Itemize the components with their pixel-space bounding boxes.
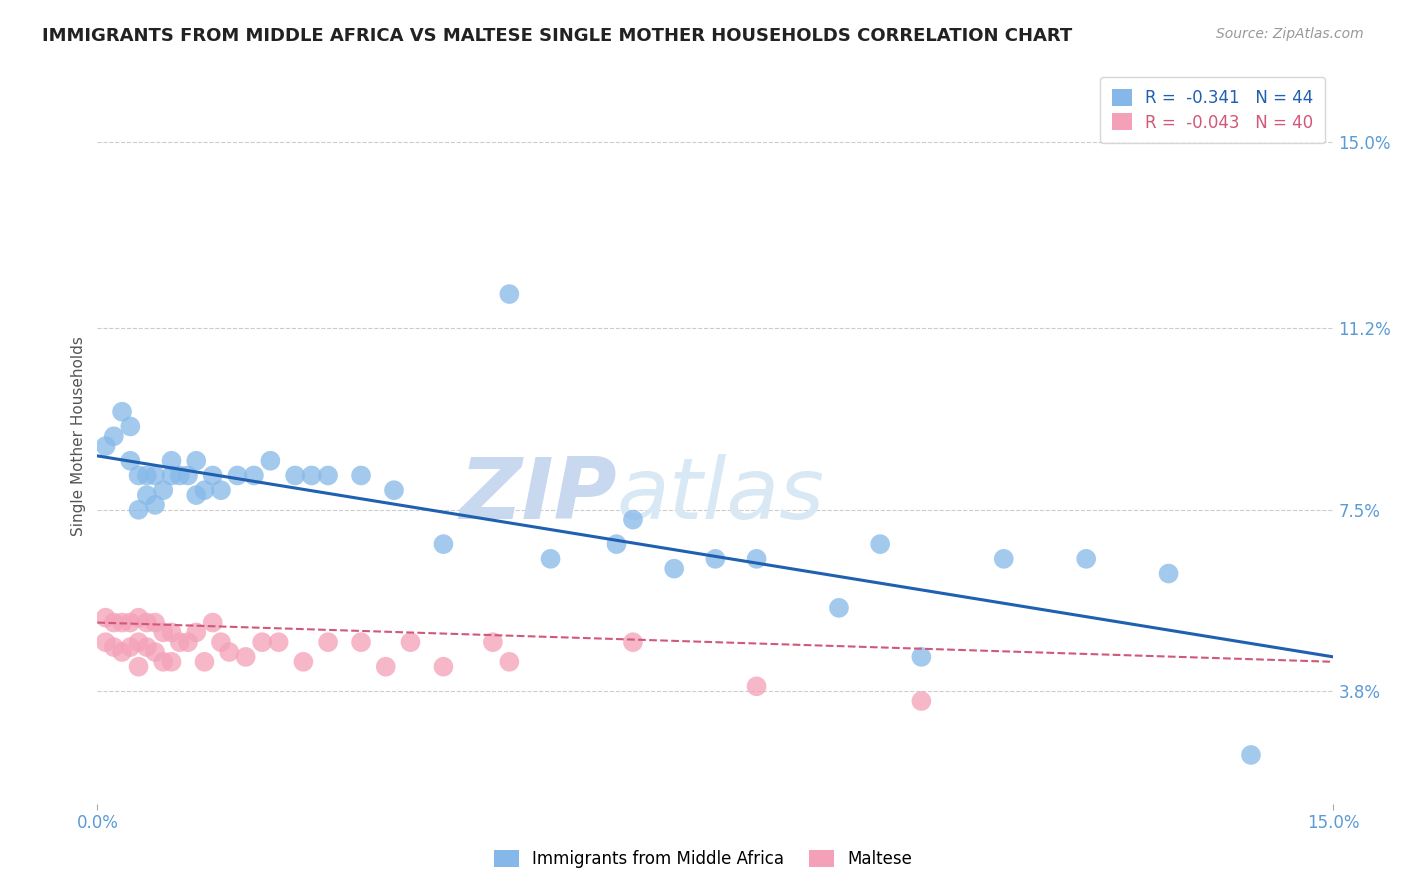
Point xyxy=(910,649,932,664)
Point xyxy=(128,503,150,517)
Point xyxy=(128,659,150,673)
Point xyxy=(94,610,117,624)
Point xyxy=(374,659,396,673)
Y-axis label: Single Mother Households: Single Mother Households xyxy=(72,336,86,536)
Text: IMMIGRANTS FROM MIDDLE AFRICA VS MALTESE SINGLE MOTHER HOUSEHOLDS CORRELATION CH: IMMIGRANTS FROM MIDDLE AFRICA VS MALTESE… xyxy=(42,27,1073,45)
Point xyxy=(399,635,422,649)
Point xyxy=(186,625,208,640)
Point xyxy=(540,551,562,566)
Point xyxy=(135,468,157,483)
Point xyxy=(193,655,215,669)
Point xyxy=(218,645,240,659)
Point xyxy=(226,468,249,483)
Point xyxy=(152,655,174,669)
Point xyxy=(160,625,183,640)
Point xyxy=(292,655,315,669)
Point xyxy=(120,454,142,468)
Point xyxy=(662,561,685,575)
Point xyxy=(605,537,627,551)
Point xyxy=(869,537,891,551)
Text: Source: ZipAtlas.com: Source: ZipAtlas.com xyxy=(1216,27,1364,41)
Point xyxy=(111,645,134,659)
Point xyxy=(120,419,142,434)
Point xyxy=(111,615,134,630)
Point xyxy=(103,429,125,443)
Point xyxy=(177,468,200,483)
Point xyxy=(160,655,183,669)
Point xyxy=(186,454,208,468)
Point xyxy=(135,640,157,654)
Point xyxy=(135,615,157,630)
Point xyxy=(1240,747,1263,762)
Point xyxy=(1157,566,1180,581)
Point xyxy=(128,635,150,649)
Point xyxy=(1076,551,1098,566)
Point xyxy=(993,551,1015,566)
Text: atlas: atlas xyxy=(616,454,824,537)
Point xyxy=(160,468,183,483)
Legend: Immigrants from Middle Africa, Maltese: Immigrants from Middle Africa, Maltese xyxy=(486,843,920,875)
Point xyxy=(432,659,454,673)
Point xyxy=(169,468,191,483)
Point xyxy=(621,513,644,527)
Point xyxy=(267,635,290,649)
Point xyxy=(235,649,257,664)
Point xyxy=(152,625,174,640)
Point xyxy=(120,615,142,630)
Point xyxy=(498,655,520,669)
Point xyxy=(745,679,768,693)
Point xyxy=(259,454,281,468)
Point xyxy=(704,551,727,566)
Point xyxy=(120,640,142,654)
Point xyxy=(201,468,224,483)
Point xyxy=(201,615,224,630)
Point xyxy=(143,615,166,630)
Point xyxy=(284,468,307,483)
Point xyxy=(152,483,174,498)
Point xyxy=(111,405,134,419)
Point xyxy=(209,635,232,649)
Point xyxy=(316,468,339,483)
Point xyxy=(103,640,125,654)
Point xyxy=(316,635,339,649)
Point xyxy=(350,468,373,483)
Point xyxy=(177,635,200,649)
Point xyxy=(250,635,273,649)
Point xyxy=(128,468,150,483)
Point xyxy=(498,287,520,301)
Point xyxy=(350,635,373,649)
Point xyxy=(301,468,323,483)
Point xyxy=(745,551,768,566)
Point xyxy=(94,635,117,649)
Point xyxy=(103,615,125,630)
Point xyxy=(143,468,166,483)
Point xyxy=(135,488,157,502)
Point xyxy=(186,488,208,502)
Point xyxy=(143,498,166,512)
Point xyxy=(910,694,932,708)
Point xyxy=(621,635,644,649)
Point xyxy=(169,635,191,649)
Point xyxy=(128,610,150,624)
Point xyxy=(828,600,851,615)
Text: ZIP: ZIP xyxy=(458,454,616,537)
Point xyxy=(209,483,232,498)
Point xyxy=(94,439,117,453)
Legend: R =  -0.341   N = 44, R =  -0.043   N = 40: R = -0.341 N = 44, R = -0.043 N = 40 xyxy=(1099,77,1324,144)
Point xyxy=(243,468,266,483)
Point xyxy=(143,645,166,659)
Point xyxy=(482,635,505,649)
Point xyxy=(160,454,183,468)
Point xyxy=(432,537,454,551)
Point xyxy=(382,483,405,498)
Point xyxy=(193,483,215,498)
